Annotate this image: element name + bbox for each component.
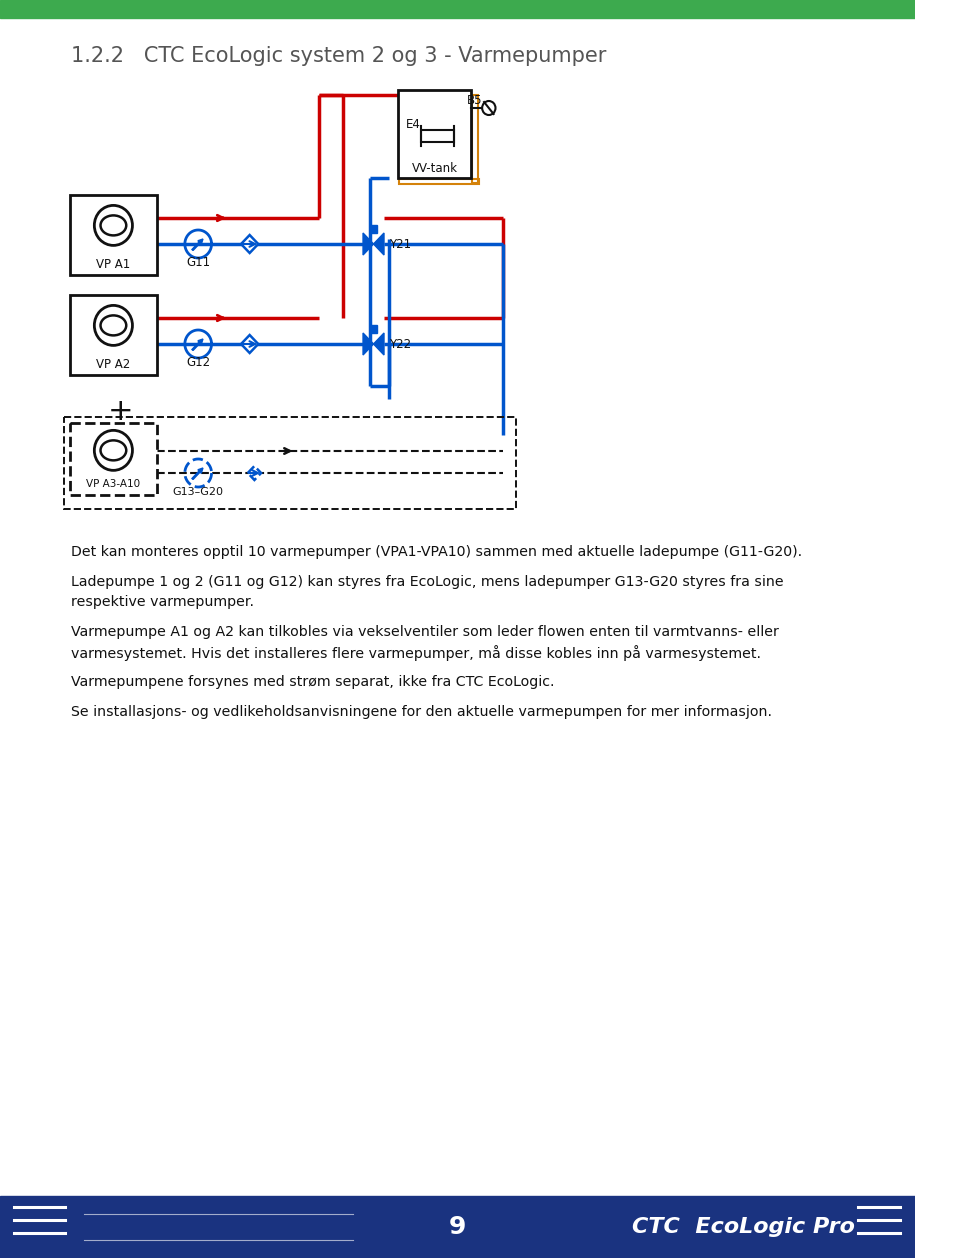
Text: Varmepumpe A1 og A2 kan tilkobles via vekselventiler som leder flowen enten til : Varmepumpe A1 og A2 kan tilkobles via ve… — [71, 625, 780, 639]
Polygon shape — [248, 465, 261, 481]
Ellipse shape — [101, 316, 127, 336]
Text: +: + — [108, 398, 133, 426]
Polygon shape — [363, 333, 373, 355]
Text: 9: 9 — [448, 1215, 466, 1239]
Polygon shape — [363, 233, 373, 255]
Circle shape — [94, 205, 132, 245]
Text: E4: E4 — [406, 117, 420, 131]
Text: varmesystemet. Hvis det installeres flere varmepumper, må disse kobles inn på va: varmesystemet. Hvis det installeres fler… — [71, 645, 761, 660]
Bar — [421, 130, 453, 142]
Bar — [0, 1196, 915, 1258]
Bar — [370, 325, 377, 333]
Text: Y22: Y22 — [389, 337, 411, 351]
Text: B5: B5 — [467, 93, 483, 107]
Text: Se installasjons- og vedlikeholdsanvisningene for den aktuelle varmepumpen for m: Se installasjons- og vedlikeholdsanvisni… — [71, 704, 773, 720]
Circle shape — [94, 306, 132, 346]
Bar — [370, 225, 377, 233]
Text: VP A3-A10: VP A3-A10 — [86, 479, 140, 489]
Bar — [69, 294, 157, 375]
Polygon shape — [241, 335, 258, 353]
Text: respektive varmepumper.: respektive varmepumper. — [71, 595, 254, 609]
FancyArrow shape — [192, 338, 203, 351]
Text: Y21: Y21 — [389, 238, 411, 250]
Text: Varmepumpene forsynes med strøm separat, ikke fra CTC EcoLogic.: Varmepumpene forsynes med strøm separat,… — [71, 676, 555, 689]
Bar — [398, 91, 470, 177]
Bar — [399, 179, 479, 184]
Polygon shape — [373, 233, 384, 255]
Circle shape — [482, 101, 495, 114]
FancyArrow shape — [192, 468, 203, 479]
Text: G11: G11 — [186, 255, 210, 269]
Text: VP A2: VP A2 — [96, 357, 131, 371]
Text: VP A1: VP A1 — [96, 258, 131, 270]
Text: CTC  EcoLogic Pro: CTC EcoLogic Pro — [632, 1216, 854, 1237]
Polygon shape — [373, 333, 384, 355]
Circle shape — [94, 430, 132, 470]
Text: Ladepumpe 1 og 2 (G11 og G12) kan styres fra EcoLogic, mens ladepumper G13-G20 s: Ladepumpe 1 og 2 (G11 og G12) kan styres… — [71, 575, 784, 589]
Text: 1.2.2   CTC EcoLogic system 2 og 3 - Varmepumper: 1.2.2 CTC EcoLogic system 2 og 3 - Varme… — [71, 47, 607, 65]
Bar — [69, 195, 157, 276]
Bar — [64, 416, 516, 509]
Polygon shape — [241, 235, 258, 253]
Text: G13–G20: G13–G20 — [173, 487, 224, 497]
Text: G12: G12 — [186, 356, 210, 369]
Bar — [69, 423, 157, 494]
Bar — [0, 0, 915, 18]
Bar — [471, 96, 478, 182]
Ellipse shape — [101, 440, 127, 460]
Ellipse shape — [101, 215, 127, 235]
Text: Det kan monteres opptil 10 varmepumper (VPA1-VPA10) sammen med aktuelle ladepump: Det kan monteres opptil 10 varmepumper (… — [71, 545, 803, 559]
Text: VV-tank: VV-tank — [412, 161, 458, 175]
FancyArrow shape — [192, 239, 203, 250]
